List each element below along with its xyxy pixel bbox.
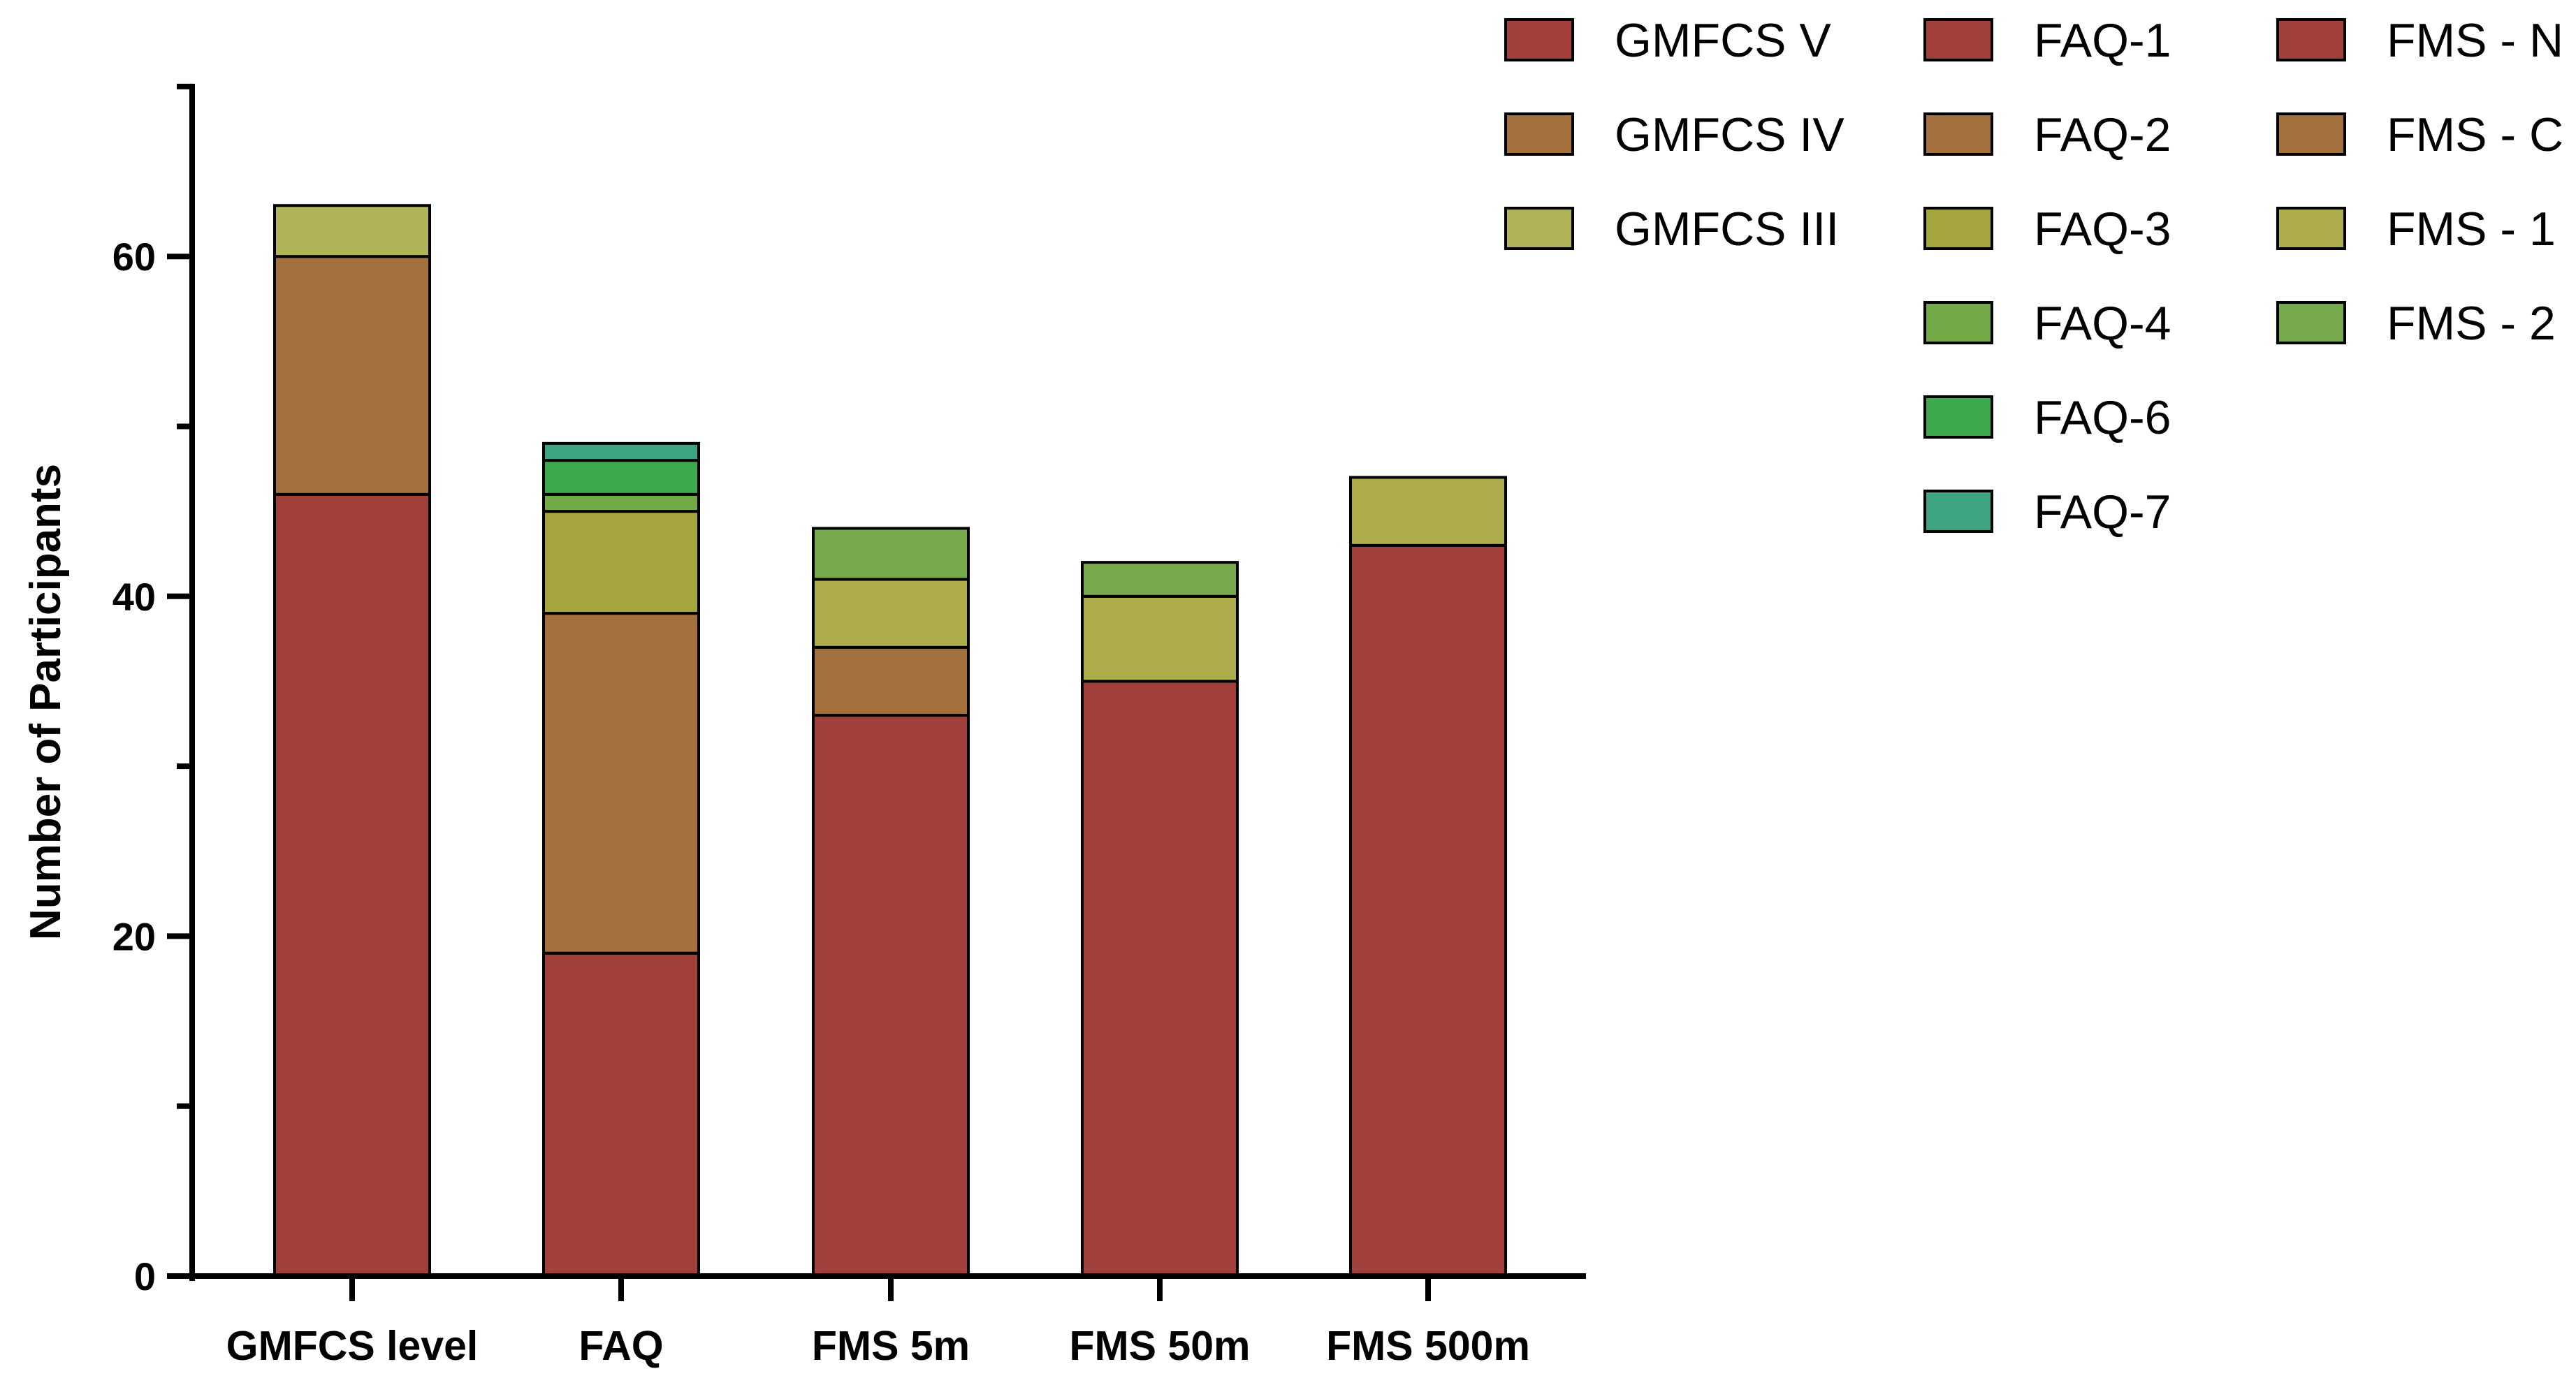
y-tick-label-60: 60	[112, 235, 156, 279]
axes-layer: 0 20 40 60 GMFCS level FAQ FMS 5m FMS 50m FMS 50…	[112, 83, 1586, 1369]
legend-label-gmfcsv: GMFCS V	[1615, 14, 1831, 67]
legend-swatch-gmfcsiv	[1504, 112, 1574, 156]
bar-segment-fms-500m-fms-n	[1349, 543, 1507, 1277]
y-axis-title: Number of Participants	[22, 464, 70, 940]
bar-segment-fms-5m-fms-n	[812, 714, 970, 1277]
legend-swatch-fms-n	[2276, 18, 2346, 61]
legend-label-faq-6: FAQ-6	[2034, 391, 2171, 444]
legend-label-fms-n: FMS - N	[2387, 14, 2563, 67]
legend-swatch-faq-6	[1923, 395, 1993, 439]
bar-segment-faq-faq-3	[542, 510, 700, 615]
legend-swatch-faq-7	[1923, 490, 1993, 533]
legend-swatch-faq-2	[1923, 112, 1993, 156]
bar-segment-fms-50m-fms-2	[1081, 561, 1239, 598]
legend-swatch-gmfcsiii	[1504, 207, 1574, 250]
bar-segment-gmfcs-level-gmfcsv	[273, 492, 431, 1278]
legend-swatch-faq-4	[1923, 301, 1993, 344]
bar-segment-faq-faq-7	[542, 441, 700, 462]
bar-segment-fms-500m-fms-1	[1349, 476, 1507, 547]
legend-swatch-fms-c	[2276, 112, 2346, 156]
x-tick-label-fms-5m: FMS 5m	[812, 1323, 970, 1369]
x-tick-label-fms-50m: FMS 50m	[1069, 1323, 1250, 1369]
legend-label-faq-1: FAQ-1	[2034, 14, 2171, 67]
bar-segment-faq-faq-6	[542, 459, 700, 496]
bar-segment-faq-faq-4	[542, 492, 700, 513]
legend-swatch-faq-1	[1923, 18, 1993, 61]
legend-label-faq-4: FAQ-4	[2034, 297, 2171, 350]
legend-label-fms-2: FMS - 2	[2387, 297, 2556, 350]
legend-swatch-gmfcsv	[1504, 18, 1574, 61]
y-tick-label-20: 20	[112, 914, 156, 958]
legend-swatch-fms-2	[2276, 301, 2346, 344]
legend-swatch-faq-3	[1923, 207, 1993, 250]
legend-swatch-fms-1	[2276, 207, 2346, 250]
bar-segment-fms-5m-fms-c	[812, 645, 970, 717]
legend-label-gmfcsiii: GMFCS III	[1615, 203, 1839, 256]
bar-segment-fms-50m-fms-n	[1081, 680, 1239, 1277]
legend-label-gmfcsiv: GMFCS IV	[1615, 108, 1844, 161]
bar-segment-fms-5m-fms-1	[812, 578, 970, 649]
x-tick-label-faq: FAQ	[578, 1323, 663, 1369]
x-tick-label-fms-500m: FMS 500m	[1326, 1323, 1530, 1369]
y-tick-label-0: 0	[134, 1254, 156, 1298]
bar-segment-gmfcs-level-gmfcsiii	[273, 204, 431, 258]
legend-label-faq-3: FAQ-3	[2034, 203, 2171, 256]
legend: GMFCS V GMFCS IV GMFCS III FAQ-1 FAQ-2 FAQ-3 F…	[1504, 14, 2563, 538]
bars-layer	[273, 204, 1507, 1278]
bar-segment-gmfcs-level-gmfcsiv	[273, 255, 431, 496]
bar-segment-faq-faq-2	[542, 612, 700, 955]
bar-segment-fms-50m-fms-1	[1081, 594, 1239, 683]
x-tick-label-gmfcs-level: GMFCS level	[226, 1323, 479, 1369]
y-tick-label-40: 40	[112, 575, 156, 619]
legend-label-faq-2: FAQ-2	[2034, 108, 2171, 161]
bar-segment-faq-faq-1	[542, 951, 700, 1277]
legend-label-fms-c: FMS - C	[2387, 108, 2563, 161]
bar-segment-fms-5m-fms-2	[812, 527, 970, 581]
legend-label-fms-1: FMS - 1	[2387, 203, 2556, 256]
legend-label-faq-7: FAQ-7	[2034, 485, 2171, 538]
